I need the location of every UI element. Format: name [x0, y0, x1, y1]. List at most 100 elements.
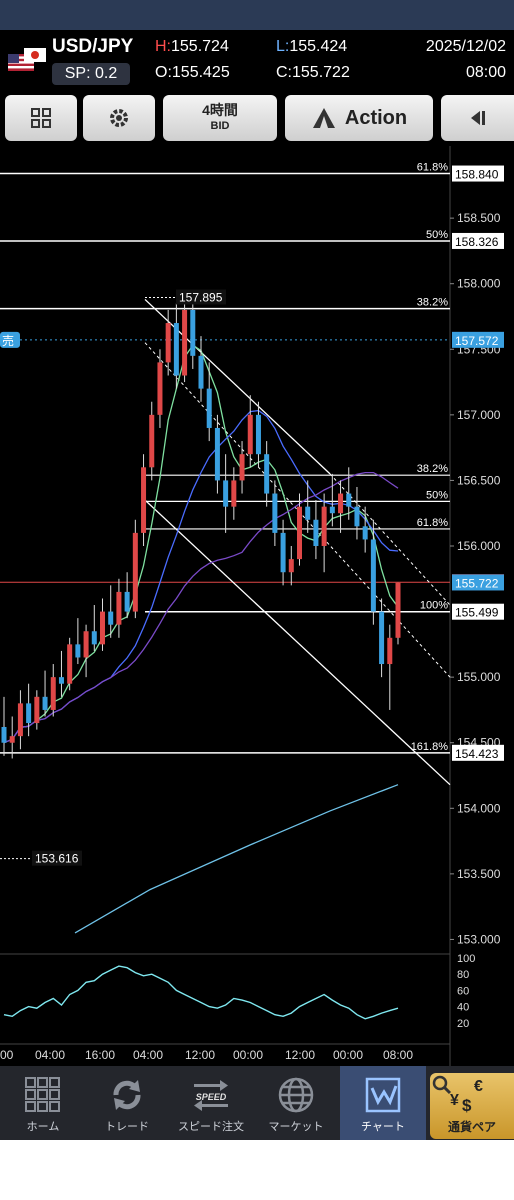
spread-badge: SP: 0.2 [52, 63, 130, 85]
sell-badge-label: 売 [2, 333, 14, 348]
price-box: 158.840 [452, 165, 504, 182]
blank-area [0, 1140, 514, 1200]
layout-button[interactable] [5, 95, 77, 141]
nav-home[interactable]: ホーム [0, 1066, 86, 1140]
time-axis-label: 16:00 [85, 1048, 115, 1062]
candle-body [165, 323, 171, 363]
nav-speed-order[interactable]: SPEED スピード注文 [168, 1066, 254, 1140]
price-chart[interactable]: 158.500 158.000 157.500 157.000 156.500 156.0… [0, 146, 514, 1066]
candle-body [75, 644, 81, 658]
action-label: Action [344, 106, 408, 129]
svg-text:€: € [474, 1078, 483, 1095]
chart-canvas[interactable]: 158.500158.000157.500157.000156.500156.0… [0, 146, 514, 1066]
price-box: 158.326 [452, 232, 504, 249]
time-axis-label: 04:00 [35, 1048, 65, 1062]
nav-trade[interactable]: トレード [84, 1066, 170, 1140]
rsi-tick-label: 100 [457, 953, 475, 965]
time-axis-label: 12:00 [185, 1048, 215, 1062]
rsi-line [3, 965, 399, 1020]
candle-body [206, 388, 212, 428]
speed-icon: SPEED [194, 1080, 228, 1111]
high-marker: 157.895 [176, 289, 226, 305]
price-box-bg [452, 603, 504, 620]
price-box-bg [452, 744, 504, 761]
candle-body [370, 539, 376, 612]
candle-body [280, 532, 286, 573]
quote-header: USD/JPY SP: 0.2 H:155.724 L:155.424 O:15… [0, 30, 514, 90]
candle-body [132, 532, 138, 612]
currency-pair-button[interactable]: € ¥ $ 通貨ペア [430, 1073, 514, 1139]
usd-jpy-flag-icon [8, 48, 46, 71]
svg-text:$: $ [462, 1096, 472, 1115]
chart-toolbar: 4時間 BID Action [0, 90, 514, 146]
price-tick-label: 158.000 [457, 277, 501, 291]
globe-icon [278, 1077, 314, 1113]
fibonacci-percent-label: 61.8% [417, 517, 448, 529]
candle-body [173, 323, 179, 376]
fibonacci-percent-label: 38.2% [417, 463, 448, 475]
candle-body [214, 427, 220, 481]
candle-body [9, 736, 15, 743]
price-tick-label: 157.000 [457, 408, 501, 422]
fibonacci-percent-label: 50% [426, 489, 448, 501]
price-box: 157.572 [452, 331, 504, 348]
action-button[interactable]: Action [285, 95, 433, 141]
candle-body [288, 559, 294, 573]
price-box-label: 155.722 [455, 576, 499, 590]
collapse-panel-button[interactable] [441, 95, 514, 141]
currency-pair[interactable]: USD/JPY [52, 36, 134, 57]
fibonacci-percent-label: 161.8% [411, 741, 449, 753]
price-type-label: BID [210, 120, 230, 132]
rsi-tick-label: 40 [457, 1002, 469, 1014]
moving-average-200 [74, 784, 399, 934]
candle-body [338, 493, 344, 514]
price-box-label: 155.499 [455, 606, 499, 620]
fibonacci-percent-label: 38.2% [417, 297, 448, 309]
triangle-icon [312, 108, 335, 128]
candle-body [141, 467, 147, 533]
time-axis-label: 08:00 [383, 1048, 413, 1062]
panel-left-icon [470, 111, 485, 125]
candle-body [247, 414, 253, 455]
candle-body [26, 703, 32, 724]
settings-button[interactable] [83, 95, 155, 141]
low-marker-label: 153.616 [35, 852, 79, 866]
low-marker-bg [32, 850, 82, 866]
candle-body [305, 506, 311, 520]
timeframe-button[interactable]: 4時間 BID [163, 95, 277, 141]
candle-body [387, 637, 393, 665]
price-tick-label: 155.000 [457, 670, 501, 684]
price-box: 154.423 [452, 744, 504, 761]
low-marker: 153.616 [32, 850, 82, 866]
price-box: 155.722 [452, 574, 504, 591]
fibonacci-percent-label: 100% [420, 600, 448, 612]
price-box-bg [452, 165, 504, 182]
fibonacci-percent-label: 61.8% [417, 162, 448, 174]
candle-body [67, 644, 73, 684]
candle-body [395, 582, 401, 638]
price-box-bg [452, 232, 504, 249]
price-box-label: 154.423 [455, 747, 499, 761]
timeframe-label: 4時間 [202, 102, 238, 118]
candle-body [346, 493, 352, 507]
candle-body [313, 519, 319, 546]
quote-date: 2025/12/02 [425, 38, 506, 55]
time-axis-label: 00:00 [333, 1048, 363, 1062]
moving-average-mid [3, 409, 399, 744]
price-tick-label: 156.000 [457, 539, 501, 553]
nav-market[interactable]: マーケット [253, 1066, 339, 1140]
rsi-tick-label: 60 [457, 985, 469, 997]
open-price: O:155.425 [155, 64, 230, 81]
nav-chart[interactable]: チャート [340, 1066, 426, 1140]
price-tick-label: 156.500 [457, 473, 501, 487]
candle-body [42, 696, 48, 710]
time-axis-label: 00:00 [233, 1048, 263, 1062]
grid-layout-icon [31, 108, 51, 128]
chart-icon [365, 1077, 401, 1113]
candle-body [223, 480, 229, 507]
high-marker-label: 157.895 [179, 290, 223, 304]
close-price: C:155.722 [276, 64, 350, 81]
candle-body [239, 454, 245, 481]
candle-body [91, 631, 97, 645]
high-price: H:155.724 [155, 38, 229, 55]
